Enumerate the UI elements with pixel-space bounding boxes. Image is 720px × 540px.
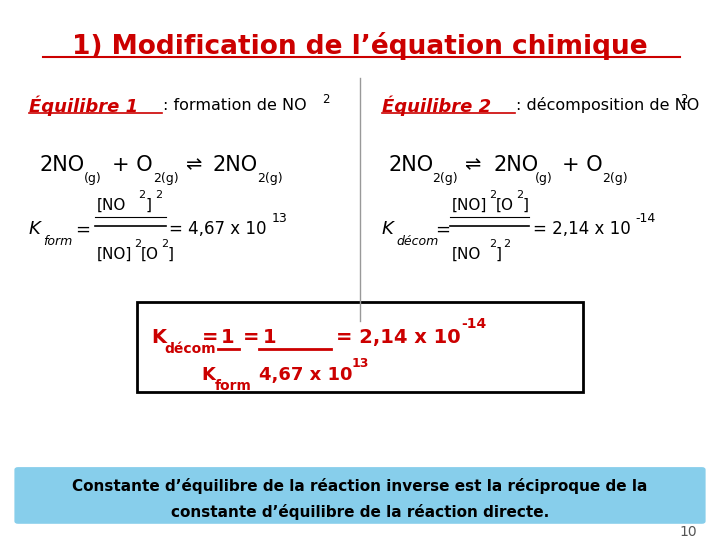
Text: décom: décom bbox=[164, 342, 216, 356]
Text: 13: 13 bbox=[351, 357, 369, 370]
Text: 2(g): 2(g) bbox=[602, 172, 628, 185]
Text: [O: [O bbox=[496, 198, 514, 213]
Text: 2: 2 bbox=[134, 239, 141, 249]
Text: 2: 2 bbox=[516, 191, 523, 200]
Text: = 2,14 x 10: = 2,14 x 10 bbox=[336, 328, 460, 347]
Text: 1) Modification de l’équation chimique: 1) Modification de l’équation chimique bbox=[72, 32, 648, 60]
Text: K: K bbox=[382, 220, 393, 239]
Text: 2: 2 bbox=[138, 191, 145, 200]
Text: form: form bbox=[43, 235, 73, 248]
FancyBboxPatch shape bbox=[137, 302, 583, 392]
Text: K: K bbox=[202, 366, 215, 384]
Text: 2: 2 bbox=[489, 191, 496, 200]
Text: 2NO: 2NO bbox=[389, 154, 434, 175]
Text: 1: 1 bbox=[263, 328, 276, 347]
Text: =: = bbox=[76, 220, 91, 239]
Text: ⇌: ⇌ bbox=[185, 155, 202, 174]
FancyBboxPatch shape bbox=[14, 467, 706, 524]
Text: ]: ] bbox=[523, 198, 528, 213]
Text: 2(g): 2(g) bbox=[432, 172, 458, 185]
Text: 1: 1 bbox=[221, 328, 235, 347]
Text: Constante d’équilibre de la réaction inverse est la réciproque de la: Constante d’équilibre de la réaction inv… bbox=[72, 478, 648, 494]
Text: Équilibre 2: Équilibre 2 bbox=[382, 95, 491, 116]
Text: 10: 10 bbox=[680, 525, 697, 539]
Text: : décomposition de NO: : décomposition de NO bbox=[516, 97, 699, 113]
Text: [NO]: [NO] bbox=[452, 198, 487, 213]
Text: 2NO: 2NO bbox=[40, 154, 85, 175]
Text: =: = bbox=[436, 220, 451, 239]
Text: : formation de NO: : formation de NO bbox=[163, 98, 306, 113]
Text: 2(g): 2(g) bbox=[257, 172, 283, 185]
Text: 2(g): 2(g) bbox=[153, 172, 179, 185]
Text: ⇌: ⇌ bbox=[464, 155, 481, 174]
Text: 2: 2 bbox=[503, 239, 510, 249]
Text: + O: + O bbox=[562, 154, 602, 175]
Text: -14: -14 bbox=[635, 212, 655, 225]
Text: -14: -14 bbox=[461, 317, 486, 331]
Text: 2: 2 bbox=[680, 93, 687, 106]
Text: 2: 2 bbox=[155, 191, 162, 200]
Text: + O: + O bbox=[112, 154, 152, 175]
Text: 2NO: 2NO bbox=[493, 154, 539, 175]
Text: 13: 13 bbox=[272, 212, 288, 225]
Text: [NO: [NO bbox=[97, 198, 127, 213]
Text: [NO: [NO bbox=[452, 246, 482, 261]
Text: (g): (g) bbox=[84, 172, 102, 185]
Text: =: = bbox=[243, 328, 260, 347]
Text: [NO]: [NO] bbox=[97, 246, 132, 261]
Text: = 2,14 x 10: = 2,14 x 10 bbox=[533, 220, 631, 239]
Text: 2: 2 bbox=[161, 239, 168, 249]
Text: = 4,67 x 10: = 4,67 x 10 bbox=[169, 220, 266, 239]
Text: ]: ] bbox=[145, 198, 151, 213]
Text: ]: ] bbox=[167, 246, 173, 261]
Text: =: = bbox=[202, 328, 218, 347]
Text: 2NO: 2NO bbox=[212, 154, 258, 175]
Text: constante d’équilibre de la réaction directe.: constante d’équilibre de la réaction dir… bbox=[171, 504, 549, 520]
Text: [O: [O bbox=[141, 246, 159, 261]
Text: décom: décom bbox=[396, 235, 438, 248]
Text: K: K bbox=[29, 220, 40, 239]
Text: ]: ] bbox=[495, 246, 501, 261]
Text: 2: 2 bbox=[489, 239, 496, 249]
Text: 2: 2 bbox=[323, 93, 330, 106]
Text: K: K bbox=[151, 328, 166, 347]
Text: 4,67 x 10: 4,67 x 10 bbox=[259, 366, 353, 384]
Text: (g): (g) bbox=[535, 172, 553, 185]
Text: form: form bbox=[215, 379, 251, 393]
Text: Équilibre 1: Équilibre 1 bbox=[29, 95, 138, 116]
